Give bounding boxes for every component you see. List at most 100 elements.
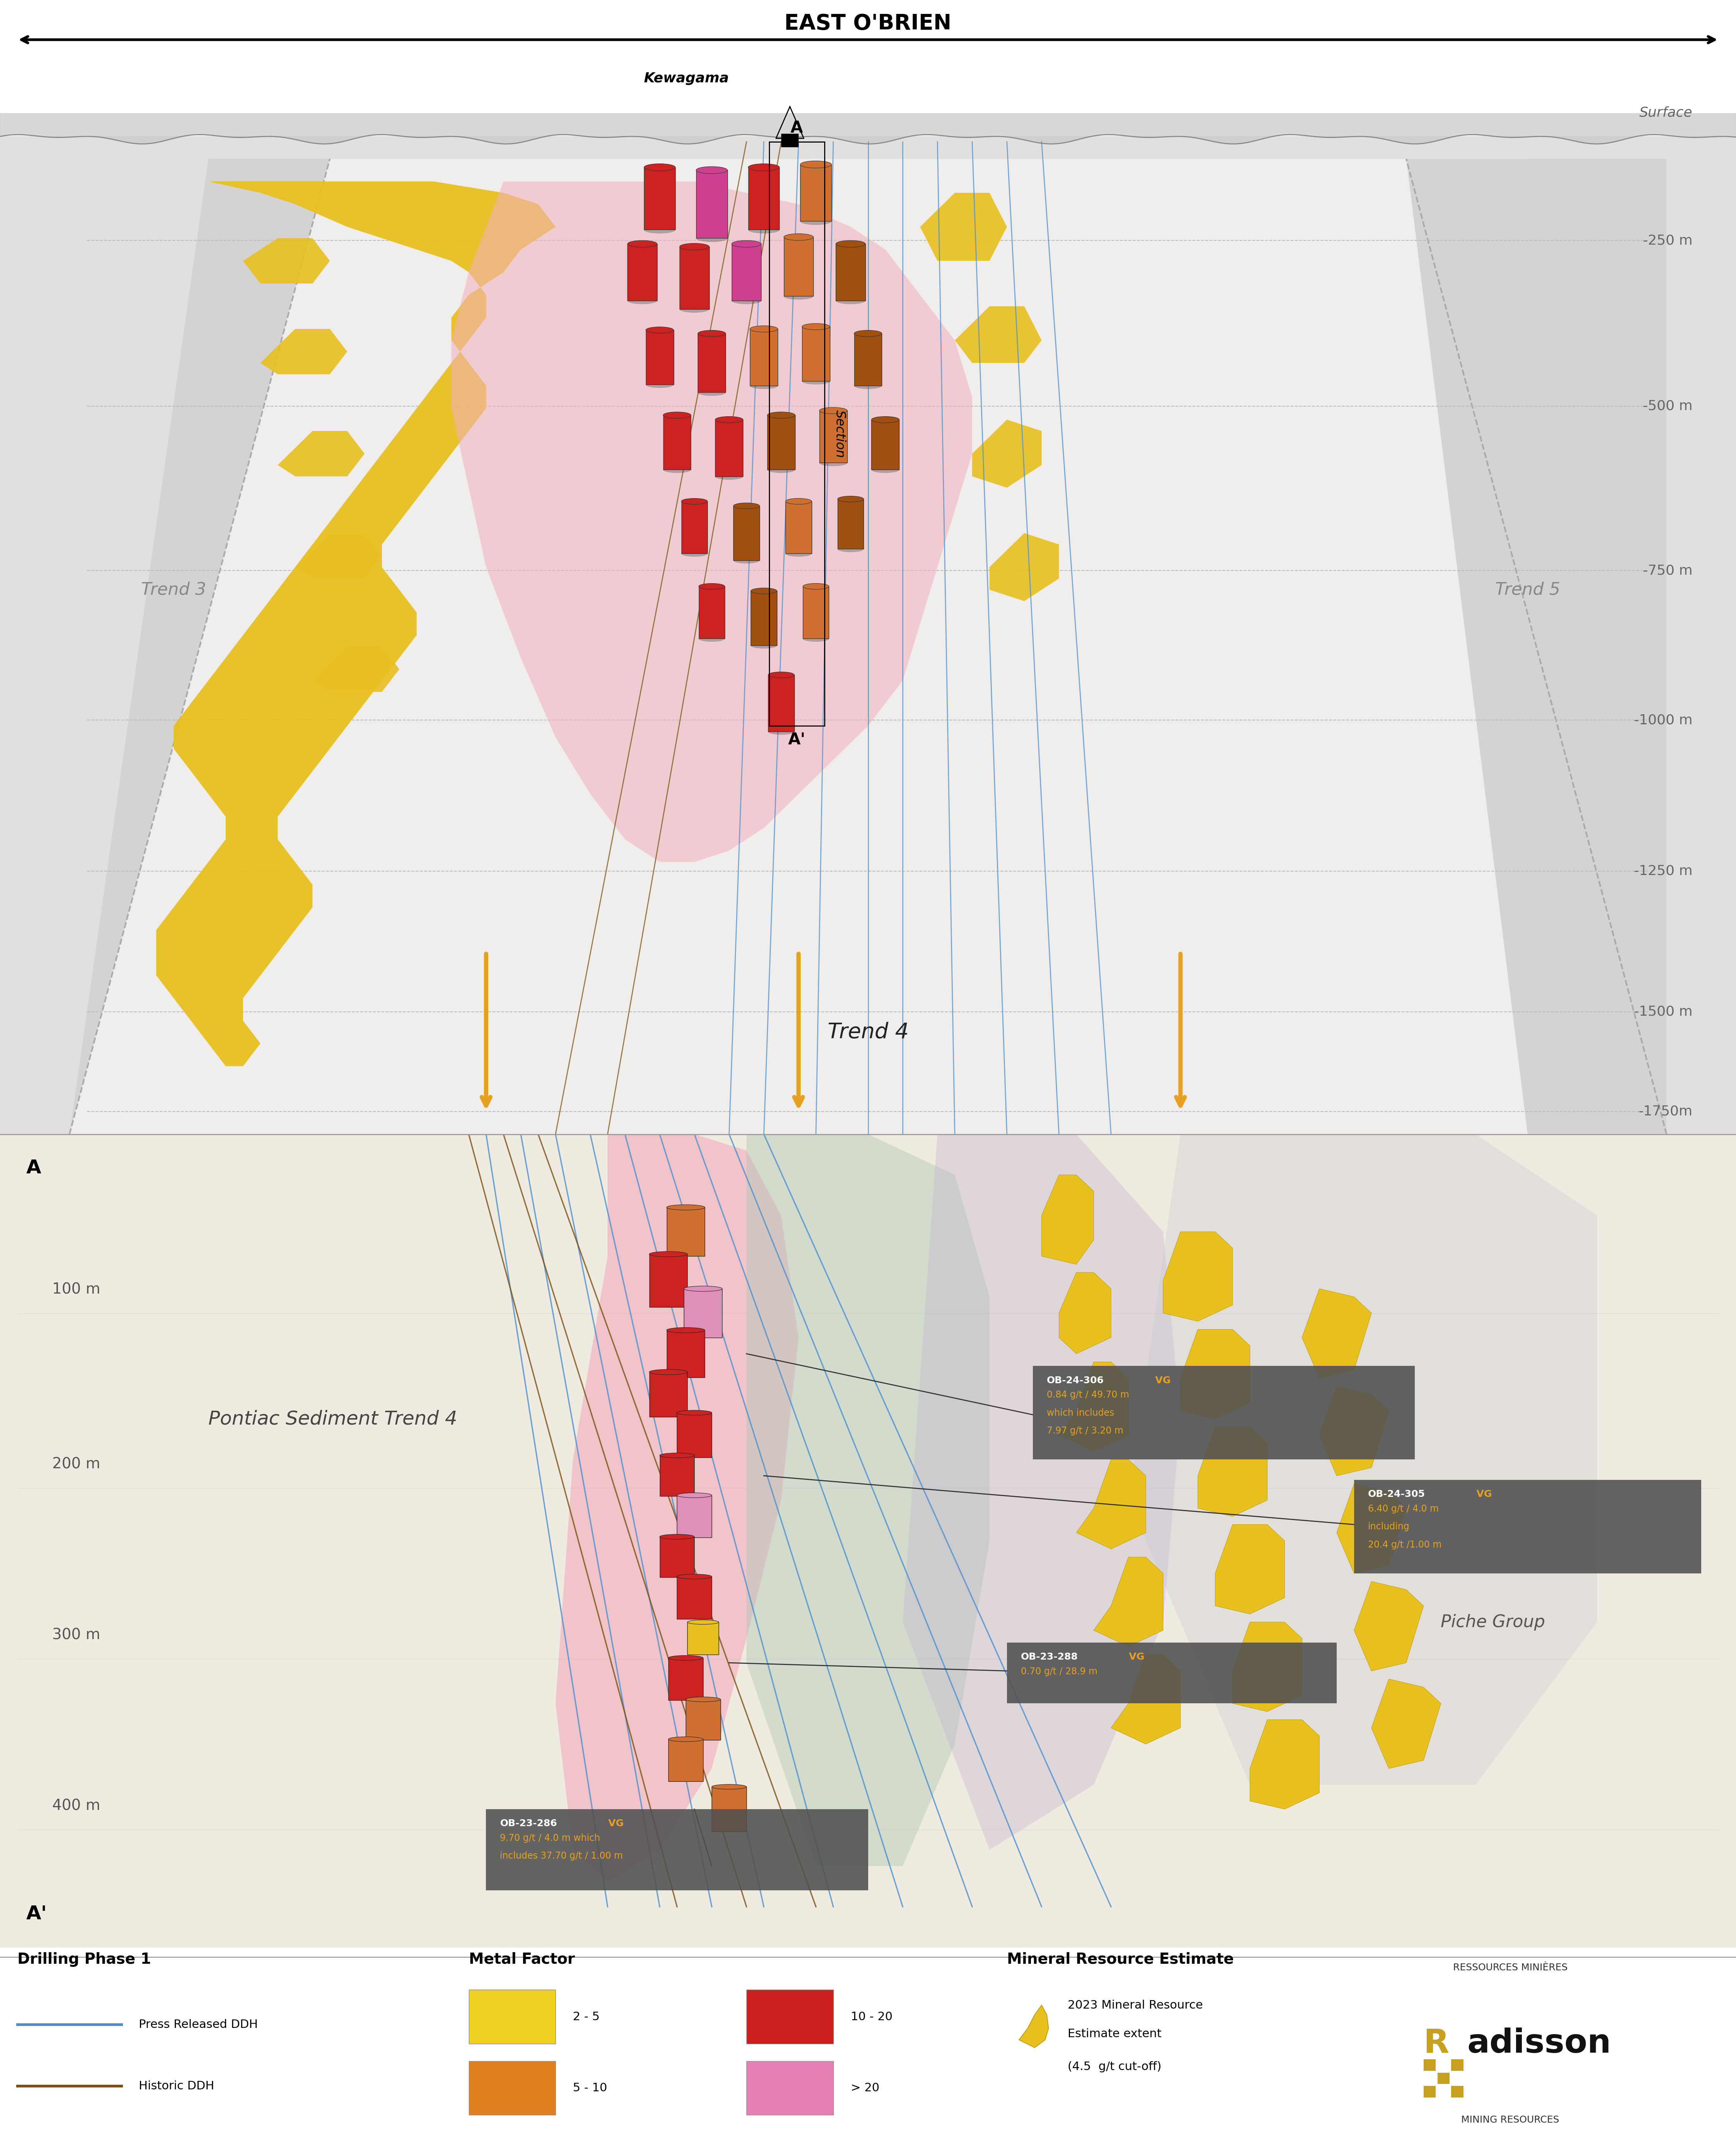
Text: A: A xyxy=(26,1158,42,1177)
Ellipse shape xyxy=(628,297,658,304)
Bar xyxy=(800,165,832,220)
Text: which includes: which includes xyxy=(1047,1408,1115,1417)
Bar xyxy=(628,244,656,300)
Text: -1750m: -1750m xyxy=(1639,1104,1693,1117)
Bar xyxy=(649,1372,687,1417)
Text: > 20: > 20 xyxy=(851,2082,878,2093)
Bar xyxy=(715,419,743,477)
Ellipse shape xyxy=(750,383,778,389)
Text: 10 - 20: 10 - 20 xyxy=(851,2012,892,2022)
Polygon shape xyxy=(1250,1721,1319,1808)
Ellipse shape xyxy=(667,1327,705,1333)
Text: Estimate extent: Estimate extent xyxy=(1068,2029,1161,2039)
Ellipse shape xyxy=(681,306,710,312)
Text: Surface: Surface xyxy=(1639,107,1693,120)
Text: 2 - 5: 2 - 5 xyxy=(573,2012,599,2022)
Ellipse shape xyxy=(838,496,865,503)
Ellipse shape xyxy=(800,218,832,225)
Bar xyxy=(785,501,812,554)
Ellipse shape xyxy=(677,1410,712,1415)
Ellipse shape xyxy=(684,1286,722,1290)
Bar xyxy=(733,505,760,561)
Bar xyxy=(785,238,812,295)
Bar xyxy=(469,1990,556,2044)
Ellipse shape xyxy=(668,1738,703,1742)
Polygon shape xyxy=(556,1134,799,1883)
Ellipse shape xyxy=(733,503,760,509)
Bar xyxy=(1354,1481,1701,1573)
Ellipse shape xyxy=(686,1697,720,1701)
Bar xyxy=(649,1254,687,1308)
Text: 0.70 g/t / 28.9 m: 0.70 g/t / 28.9 m xyxy=(1021,1667,1097,1676)
Polygon shape xyxy=(1163,1233,1233,1320)
Bar xyxy=(668,1740,703,1780)
Ellipse shape xyxy=(854,383,882,389)
Bar xyxy=(698,334,726,392)
Polygon shape xyxy=(1059,1361,1128,1451)
Bar xyxy=(1007,1644,1337,1703)
Bar xyxy=(677,1577,712,1618)
Polygon shape xyxy=(990,533,1059,601)
Text: Mineral Resource Estimate: Mineral Resource Estimate xyxy=(1007,1952,1234,1967)
Ellipse shape xyxy=(628,240,658,248)
Ellipse shape xyxy=(698,389,726,396)
Bar xyxy=(748,167,779,229)
Bar xyxy=(469,2061,556,2114)
Ellipse shape xyxy=(786,499,812,505)
Polygon shape xyxy=(451,182,972,862)
Ellipse shape xyxy=(837,240,865,248)
Bar xyxy=(1451,2086,1463,2097)
Text: VG: VG xyxy=(1149,1376,1170,1385)
Polygon shape xyxy=(1042,1175,1094,1265)
Ellipse shape xyxy=(715,417,743,424)
Text: 7.97 g/t / 3.20 m: 7.97 g/t / 3.20 m xyxy=(1047,1425,1123,1436)
Bar xyxy=(677,1496,712,1537)
Ellipse shape xyxy=(715,473,743,479)
Ellipse shape xyxy=(687,1620,719,1624)
Text: (4.5  g/t cut-off): (4.5 g/t cut-off) xyxy=(1068,2061,1161,2072)
Ellipse shape xyxy=(838,546,865,552)
Polygon shape xyxy=(955,306,1042,364)
Bar xyxy=(1437,2072,1450,2084)
Bar xyxy=(644,167,675,229)
Ellipse shape xyxy=(682,499,708,505)
Polygon shape xyxy=(278,430,365,477)
Ellipse shape xyxy=(785,233,812,240)
Polygon shape xyxy=(1111,1654,1180,1744)
Bar xyxy=(802,327,830,381)
Bar xyxy=(712,1787,746,1832)
Text: Press Released DDH: Press Released DDH xyxy=(139,2018,259,2031)
Ellipse shape xyxy=(785,293,812,300)
Polygon shape xyxy=(1198,1427,1267,1517)
Ellipse shape xyxy=(750,325,778,332)
Ellipse shape xyxy=(871,417,899,424)
Bar xyxy=(746,2061,833,2114)
Bar xyxy=(646,330,674,385)
Bar xyxy=(767,415,795,469)
Bar xyxy=(0,0,1736,137)
Bar xyxy=(1424,2086,1436,2097)
Text: OB-24-306: OB-24-306 xyxy=(1047,1376,1104,1385)
Text: VG: VG xyxy=(1469,1489,1491,1498)
Ellipse shape xyxy=(767,467,795,473)
Text: -1000 m: -1000 m xyxy=(1634,713,1693,728)
Ellipse shape xyxy=(819,460,847,467)
Text: EAST O'BRIEN: EAST O'BRIEN xyxy=(785,13,951,34)
Polygon shape xyxy=(1406,158,1667,1134)
Polygon shape xyxy=(1337,1483,1406,1573)
Text: VG: VG xyxy=(1121,1652,1144,1661)
Polygon shape xyxy=(1354,1581,1424,1671)
Text: 2023 Mineral Resource: 2023 Mineral Resource xyxy=(1068,1999,1203,2012)
Text: -500 m: -500 m xyxy=(1642,400,1693,413)
Ellipse shape xyxy=(677,1494,712,1498)
Bar xyxy=(684,1288,722,1338)
Text: R: R xyxy=(1424,2029,1450,2059)
Ellipse shape xyxy=(802,323,830,330)
Text: 20.4 g/t /1.00 m: 20.4 g/t /1.00 m xyxy=(1368,1541,1441,1549)
Text: 0.84 g/t / 49.70 m: 0.84 g/t / 49.70 m xyxy=(1047,1391,1128,1400)
Ellipse shape xyxy=(733,297,760,304)
Bar xyxy=(663,415,691,469)
Bar xyxy=(698,586,726,638)
Ellipse shape xyxy=(696,167,727,173)
Bar xyxy=(667,1207,705,1256)
